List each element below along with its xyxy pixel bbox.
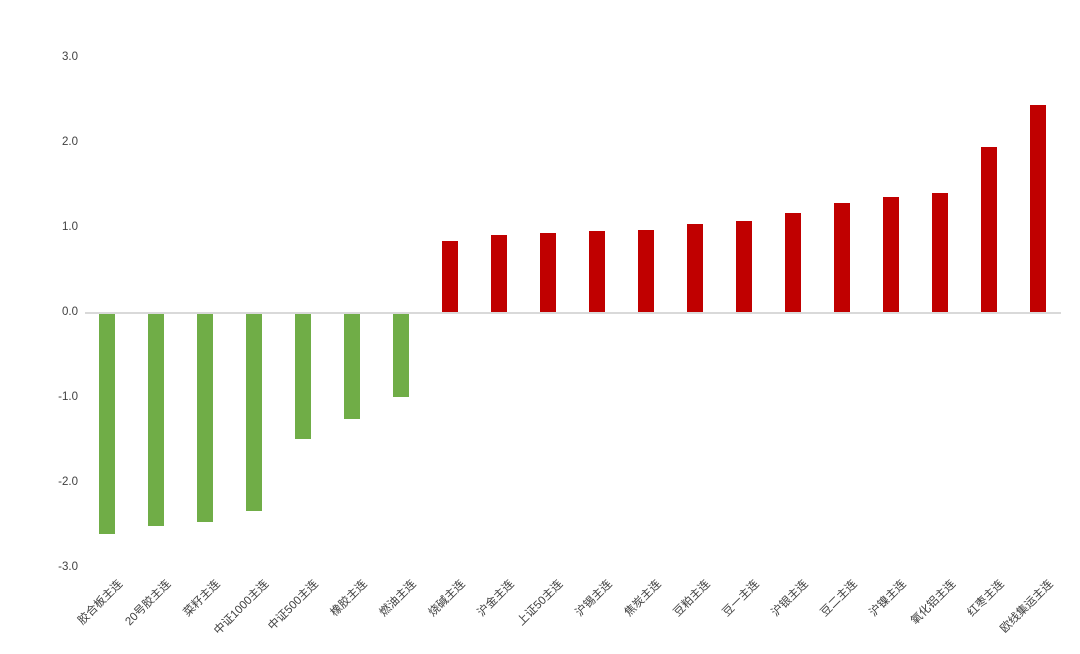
y-axis-tick-label: 3.0	[62, 51, 78, 63]
x-axis-category-label: 豆一主连	[720, 578, 762, 620]
chart-bar	[442, 240, 458, 312]
x-axis-category-label: 红枣主连	[965, 578, 1007, 620]
chart-bar	[589, 231, 605, 312]
x-axis-category-label: 燃油主连	[377, 578, 419, 620]
x-axis-category-label: 中证500主连	[266, 578, 321, 633]
x-axis-category-label: 上证50主连	[515, 578, 566, 629]
x-axis-category-label: 豆粕主连	[671, 578, 713, 620]
chart-bar	[295, 314, 311, 439]
chart-bar	[393, 314, 409, 398]
chart-bar	[148, 314, 164, 526]
chart-bar	[834, 203, 850, 312]
x-axis-category-label: 沪锡主连	[573, 578, 615, 620]
chart-bar	[246, 314, 262, 512]
x-axis-category-label: 沪金主连	[475, 578, 517, 620]
x-axis-category-label: 沪银主连	[769, 578, 811, 620]
chart-bar	[99, 314, 115, 535]
y-axis-tick-label: 2.0	[62, 136, 78, 148]
y-axis-tick-label: 1.0	[62, 221, 78, 233]
chart-bar	[540, 232, 556, 312]
chart-bar	[785, 212, 801, 312]
chart-bar	[883, 197, 899, 312]
x-axis-category-label: 氧化铝主连	[908, 578, 958, 628]
chart-bar	[638, 230, 654, 312]
chart-bar	[1030, 104, 1046, 312]
chart-bar	[344, 314, 360, 419]
chart-bar	[491, 234, 507, 312]
chart-bar	[197, 314, 213, 523]
x-axis-category-label: 橡胶主连	[328, 578, 370, 620]
x-axis-category-label: 焦炭主连	[622, 578, 664, 620]
x-axis-category-label: 胶合板主连	[75, 578, 125, 628]
y-axis-tick-label: -1.0	[58, 391, 78, 403]
chart-bar	[932, 193, 948, 312]
x-axis-category-label: 沪镍主连	[867, 578, 909, 620]
y-axis-tick-label: -3.0	[58, 561, 78, 573]
x-axis-category-label: 20号胶主连	[123, 578, 174, 629]
x-axis-line	[85, 312, 1061, 314]
chart-bar	[736, 221, 752, 312]
chart-bar	[981, 147, 997, 312]
x-axis-category-label: 豆二主连	[818, 578, 860, 620]
x-axis-category-label: 菜籽主连	[181, 578, 223, 620]
chart-bar	[687, 223, 703, 312]
y-axis-tick-label: 0.0	[62, 306, 78, 318]
y-axis-tick-label: -2.0	[58, 476, 78, 488]
x-axis-category-label: 烧碱主连	[426, 578, 468, 620]
